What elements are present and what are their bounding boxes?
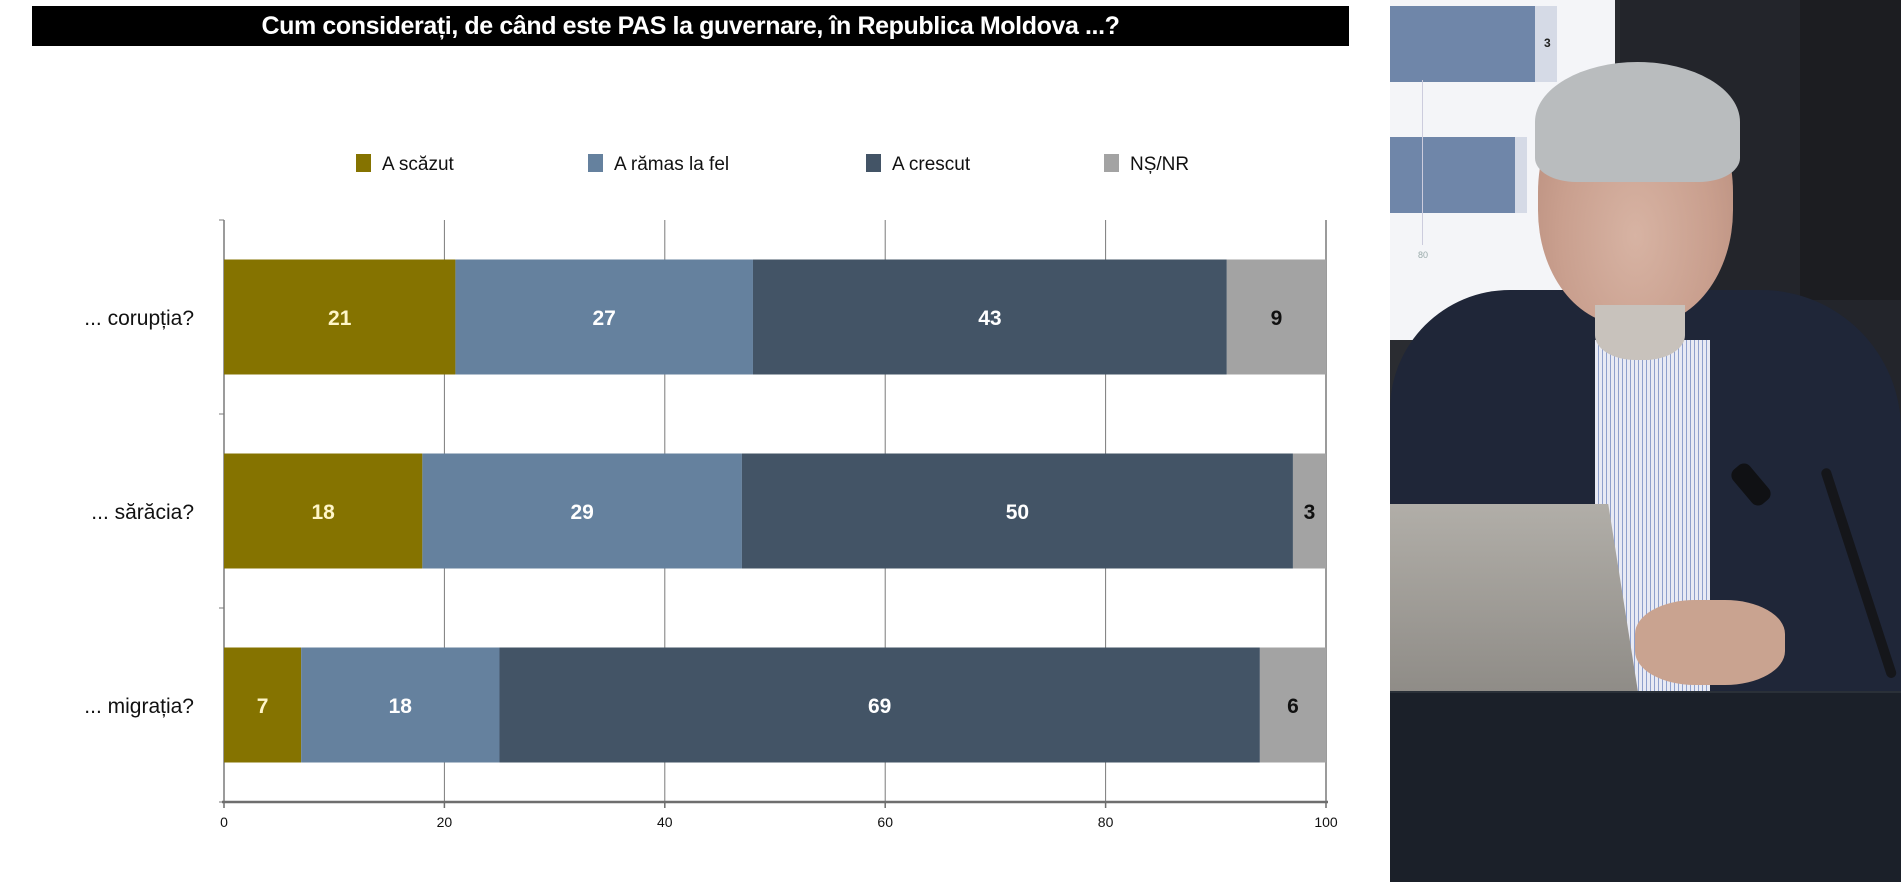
legend-label: A rămas la fel [614,154,729,175]
data-label: 43 [978,307,1001,330]
speaker-hand [1635,600,1785,685]
laptop [1390,504,1638,692]
presentation-slide: Cum considerați, de când este PAS la guv… [32,6,1349,830]
bar-segment-2-row-3 [301,647,500,763]
legend-item: NȘ/NR [1104,154,1189,175]
data-label: 69 [868,695,891,718]
data-label: 9 [1271,307,1283,330]
category-label: ... corupția? [84,307,194,330]
data-label: 27 [593,307,616,330]
data-label: 50 [1006,501,1029,524]
category-labels: ... corupția? ... sărăcia? ... migrația? [84,307,194,718]
data-label: 3 [1304,501,1316,524]
bar-segment-3-row-2 [741,453,1293,569]
speaker-video-panel: 3 80 [1390,0,1901,882]
bar-segment-1-row-1 [224,259,456,375]
screen-tick-label: 80 [1418,250,1429,260]
slide-title-text: Cum considerați, de când este PAS la guv… [261,11,1120,40]
bar-segment-2-row-1 [455,259,753,375]
legend-label: A crescut [892,154,971,175]
chart-bars: 21 27 43 9 18 29 50 3 7 18 69 6 [224,259,1326,763]
data-label: 6 [1287,695,1299,718]
bar-segment-4-row-2 [1292,453,1326,569]
data-label: 18 [389,695,413,718]
bar-segment-4-row-3 [1259,647,1326,763]
data-label: 29 [570,501,593,524]
legend-item: A crescut [866,154,971,175]
bar-segment-3-row-3 [499,647,1260,763]
x-tick-label: 60 [877,814,893,830]
bar-segment-3-row-1 [752,259,1227,375]
data-label: 21 [328,307,352,330]
bar-segment-1-row-3 [224,647,302,763]
legend-item: A scăzut [356,154,455,175]
x-tick-label: 40 [657,814,673,830]
x-tick-label: 80 [1098,814,1114,830]
legend-label: NȘ/NR [1130,154,1189,175]
data-label: 18 [312,501,336,524]
chart-legend: A scăzut A rămas la fel A crescut NȘ/NR [356,154,1189,175]
x-axis: 0 20 40 60 80 100 [220,800,1338,830]
slide-title: Cum considerați, de când este PAS la guv… [32,6,1349,46]
screen-bar [1390,137,1515,213]
x-tick-label: 20 [437,814,453,830]
legend-label: A scăzut [382,154,455,175]
legend-swatch [1104,154,1119,172]
bar-segment-4-row-1 [1226,259,1326,375]
legend-swatch [588,154,603,172]
legend-item: A rămas la fel [588,154,729,175]
data-label: 7 [257,695,269,718]
category-label: ... sărăcia? [91,501,194,524]
desk [1390,691,1901,882]
bar-segment-2-row-2 [422,453,742,569]
legend-swatch [356,154,371,172]
stacked-bar-chart: A scăzut A rămas la fel A crescut NȘ/NR 21 2… [84,154,1338,830]
screen-value-label: 3 [1544,36,1551,50]
background-wall-dark [1800,0,1901,300]
category-label: ... migrația? [84,695,194,718]
x-tick-label: 100 [1314,814,1338,830]
screen-bar [1535,6,1557,82]
screen-axis [1422,80,1423,245]
bar-segment-1-row-2 [224,453,423,569]
speaker-hair [1535,62,1740,182]
x-tick-label: 0 [220,814,228,830]
screen-bar [1390,6,1535,82]
legend-swatch [866,154,881,172]
speaker-beard [1595,305,1685,360]
screen-bar [1515,137,1527,213]
